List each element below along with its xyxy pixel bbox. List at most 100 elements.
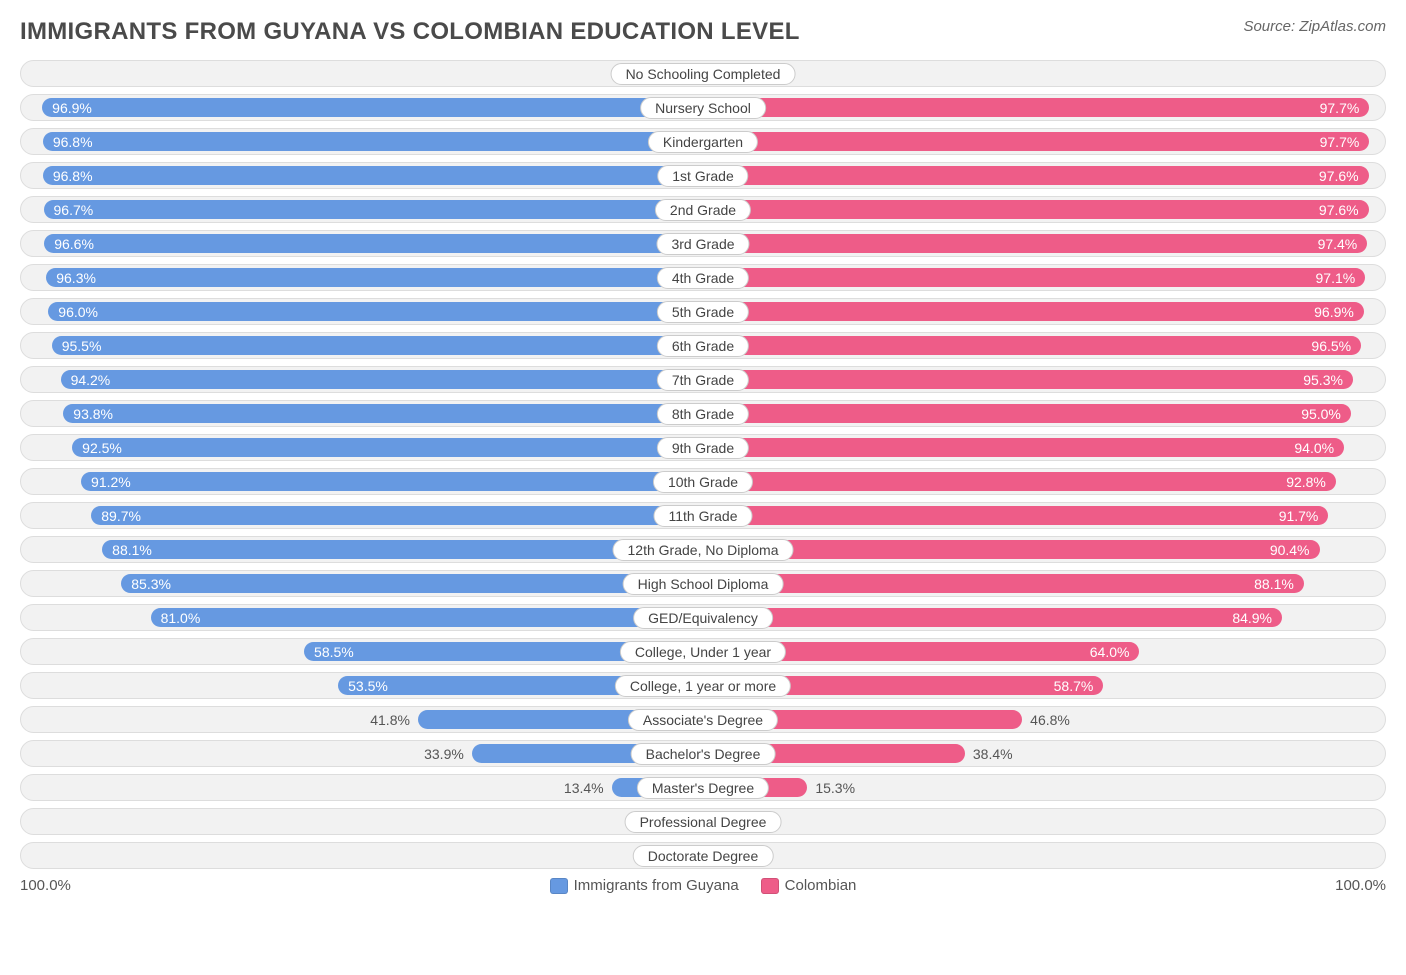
bar-left: 96.8%	[43, 132, 703, 151]
legend-item-left: Immigrants from Guyana	[550, 877, 739, 894]
bar-left: 96.6%	[44, 234, 703, 253]
bar-left: 96.8%	[43, 166, 703, 185]
bar-right: 90.4%	[703, 540, 1320, 559]
value-right: 58.7%	[1054, 678, 1094, 694]
bar-right: 95.3%	[703, 370, 1353, 389]
value-right: 94.0%	[1294, 440, 1334, 456]
category-label: Bachelor's Degree	[631, 743, 776, 765]
category-label: GED/Equivalency	[633, 607, 773, 629]
value-right: 90.4%	[1270, 542, 1310, 558]
chart-row: 96.0%96.9%5th Grade	[20, 298, 1386, 325]
category-label: 8th Grade	[657, 403, 749, 425]
bar-left: 81.0%	[151, 608, 703, 627]
category-label: 3rd Grade	[656, 233, 749, 255]
chart-row: 96.9%97.7%Nursery School	[20, 94, 1386, 121]
bar-left: 85.3%	[121, 574, 703, 593]
value-left: 96.8%	[53, 168, 93, 184]
category-label: 2nd Grade	[655, 199, 751, 221]
chart-container: IMMIGRANTS FROM GUYANA VS COLOMBIAN EDUC…	[0, 0, 1406, 914]
chart-row: 96.6% 97.4% 3rd Grade	[20, 230, 1386, 257]
value-left: 53.5%	[348, 678, 388, 694]
chart-row: 93.8%95.0%8th Grade	[20, 400, 1386, 427]
value-left: 96.7%	[54, 202, 94, 218]
legend: Immigrants from Guyana Colombian	[550, 877, 857, 894]
chart-row: 41.8% 46.8% Associate's Degree	[20, 706, 1386, 733]
value-right: 96.5%	[1311, 338, 1351, 354]
legend-swatch-left	[550, 878, 568, 894]
bar-left: 95.5%	[52, 336, 703, 355]
category-label: Kindergarten	[648, 131, 758, 153]
header-row: IMMIGRANTS FROM GUYANA VS COLOMBIAN EDUC…	[20, 18, 1386, 46]
bar-right: 88.1%	[703, 574, 1304, 593]
chart-row: 3.1%2.3%No Schooling Completed	[20, 60, 1386, 87]
category-label: 1st Grade	[657, 165, 748, 187]
bar-right: 94.0%	[703, 438, 1344, 457]
value-left: 96.0%	[58, 304, 98, 320]
value-left: 96.3%	[56, 270, 96, 286]
category-label: 7th Grade	[657, 369, 749, 391]
chart-row: 91.2% 92.8% 10th Grade	[20, 468, 1386, 495]
value-right: 97.1%	[1316, 270, 1356, 286]
chart-row: 33.9%38.4%Bachelor's Degree	[20, 740, 1386, 767]
category-label: High School Diploma	[623, 573, 784, 595]
value-left: 89.7%	[101, 508, 141, 524]
bar-right: 97.7%	[703, 98, 1369, 117]
chart-row: 96.7% 97.6% 2nd Grade	[20, 196, 1386, 223]
bar-left: 89.7%	[91, 506, 703, 525]
bar-left: 91.2%	[81, 472, 703, 491]
bar-right: 97.1%	[703, 268, 1365, 287]
chart-row: 96.8%97.7%Kindergarten	[20, 128, 1386, 155]
bar-left: 92.5%	[72, 438, 703, 457]
bar-right: 97.6%	[703, 200, 1369, 219]
bar-right: 91.7%	[703, 506, 1328, 525]
bar-left: 93.8%	[63, 404, 703, 423]
bar-left: 96.9%	[42, 98, 703, 117]
axis-right-label: 100.0%	[1335, 877, 1386, 894]
chart-row: 1.3%1.7%Doctorate Degree	[20, 842, 1386, 869]
value-left: 96.9%	[52, 100, 92, 116]
value-right: 97.6%	[1319, 168, 1359, 184]
value-right: 91.7%	[1279, 508, 1319, 524]
chart-row: 3.7%4.6%Professional Degree	[20, 808, 1386, 835]
legend-item-right: Colombian	[761, 877, 857, 894]
legend-swatch-right	[761, 878, 779, 894]
value-left: 41.8%	[370, 707, 418, 732]
bar-left: 96.0%	[48, 302, 703, 321]
category-label: College, Under 1 year	[620, 641, 786, 663]
value-left: 94.2%	[71, 372, 111, 388]
bar-right: 84.9%	[703, 608, 1282, 627]
bar-left: 96.7%	[44, 200, 703, 219]
category-label: 10th Grade	[653, 471, 753, 493]
category-label: 11th Grade	[653, 505, 752, 527]
category-label: Associate's Degree	[628, 709, 778, 731]
category-label: Master's Degree	[637, 777, 769, 799]
chart-row: 96.3%97.1%4th Grade	[20, 264, 1386, 291]
value-left: 91.2%	[91, 474, 131, 490]
value-right: 64.0%	[1090, 644, 1130, 660]
chart-row: 94.2% 95.3% 7th Grade	[20, 366, 1386, 393]
value-left: 92.5%	[82, 440, 122, 456]
value-right: 92.8%	[1286, 474, 1326, 490]
bar-left: 96.3%	[46, 268, 703, 287]
chart-source: Source: ZipAtlas.com	[1243, 18, 1386, 35]
value-right: 97.6%	[1319, 202, 1359, 218]
bar-right: 96.5%	[703, 336, 1361, 355]
chart-row: 85.3% 88.1% High School Diploma	[20, 570, 1386, 597]
legend-label-right: Colombian	[785, 877, 857, 894]
bar-left: 94.2%	[61, 370, 703, 389]
value-left: 58.5%	[314, 644, 354, 660]
chart-row: 81.0%84.9%GED/Equivalency	[20, 604, 1386, 631]
value-right: 15.3%	[807, 775, 855, 800]
value-right: 97.4%	[1318, 236, 1358, 252]
value-right: 38.4%	[965, 741, 1013, 766]
value-left: 96.6%	[54, 236, 94, 252]
value-right: 95.3%	[1303, 372, 1343, 388]
category-label: College, 1 year or more	[615, 675, 791, 697]
value-left: 13.4%	[564, 775, 612, 800]
chart-row: 96.8% 97.6% 1st Grade	[20, 162, 1386, 189]
value-right: 88.1%	[1254, 576, 1294, 592]
category-label: Doctorate Degree	[633, 845, 774, 867]
category-label: 6th Grade	[657, 335, 749, 357]
category-label: 5th Grade	[657, 301, 749, 323]
value-right: 46.8%	[1022, 707, 1070, 732]
